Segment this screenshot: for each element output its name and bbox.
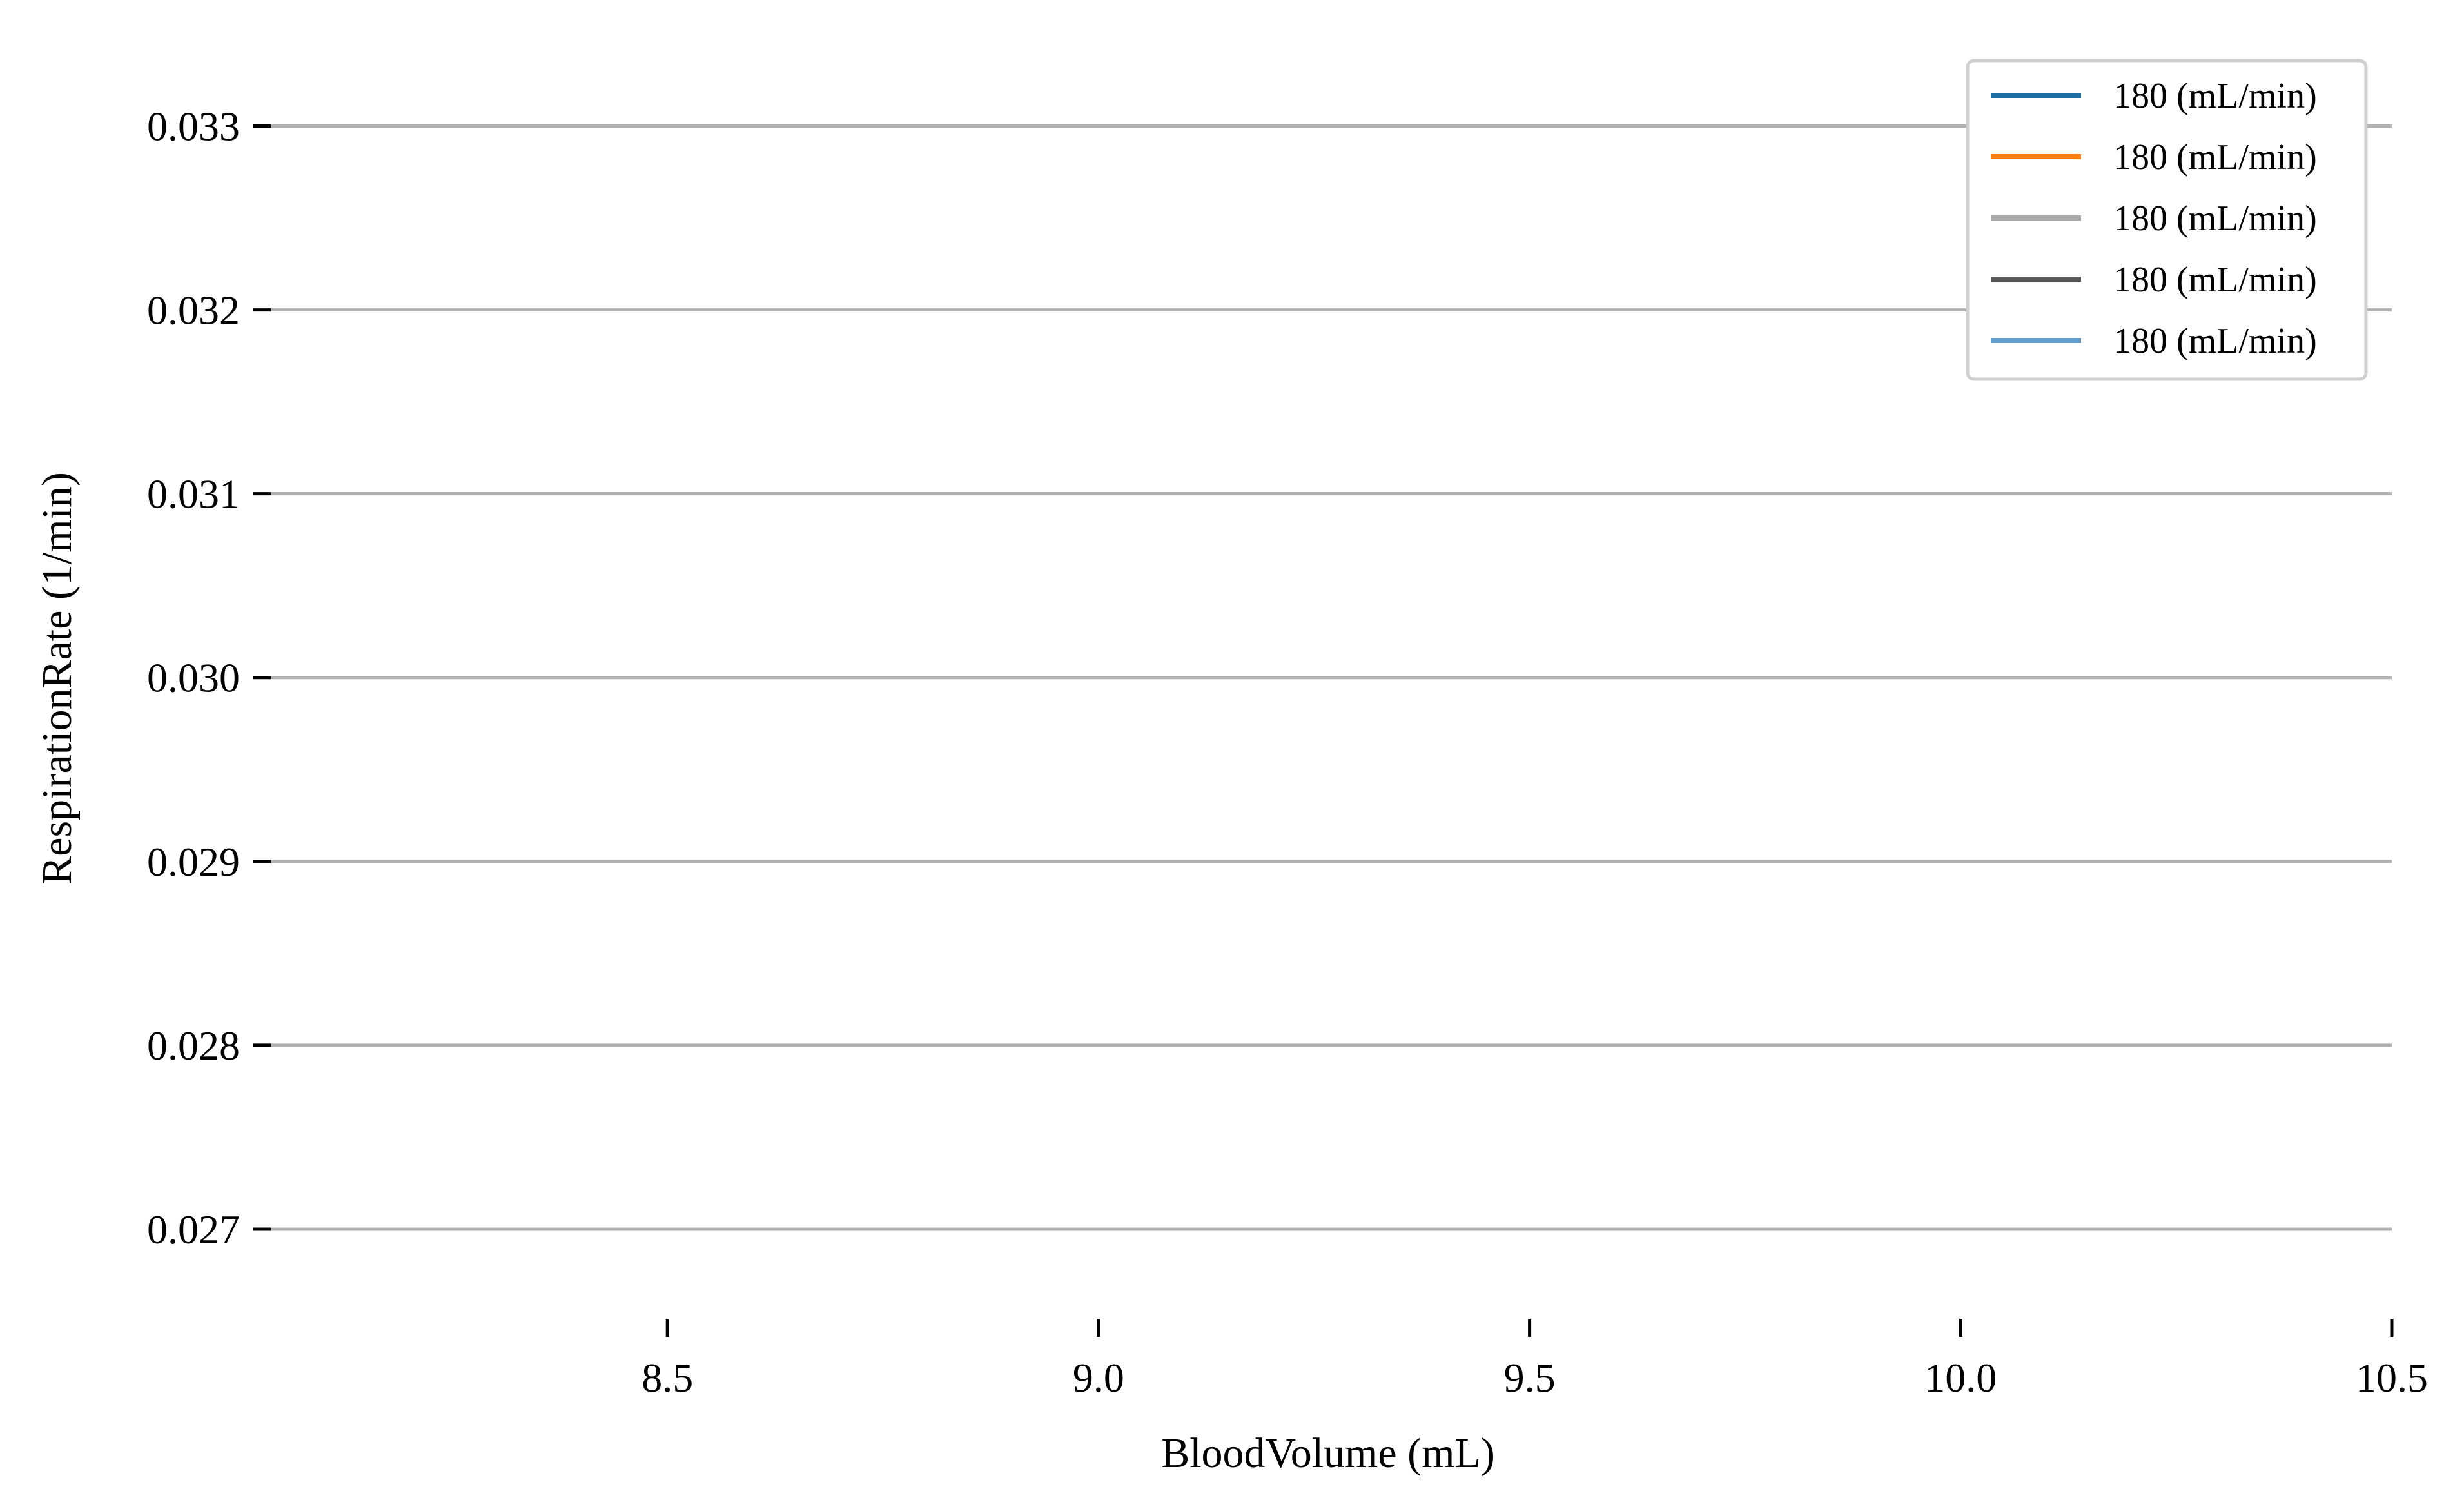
legend: 180 (mL/min) 180 (mL/min) 180 (mL/min) 180 … <box>1966 59 2368 381</box>
legend-label: 180 (mL/min) <box>2113 199 2317 239</box>
legend-frame <box>1966 59 2368 381</box>
legend-label: 180 (mL/min) <box>2113 260 2317 300</box>
legend-label: 180 (mL/min) <box>2113 321 2317 361</box>
x-axis: 8.5 9.0 9.5 10.0 10.5 <box>641 1319 2428 1401</box>
x-tick-label: 9.0 <box>1073 1355 1124 1401</box>
y-tick-label: 0.032 <box>147 288 240 333</box>
gridlines <box>271 124 2392 1231</box>
y-tick-label: 0.030 <box>147 655 240 701</box>
x-tick-label: 9.5 <box>1504 1355 1556 1401</box>
y-axis-label: RespirationRate (1/min) <box>34 472 81 885</box>
y-tick-label: 0.031 <box>147 471 240 517</box>
y-tick-label: 0.033 <box>147 104 240 150</box>
x-tick-label: 10.0 <box>1924 1355 1997 1401</box>
x-tick-label: 10.5 <box>2356 1355 2428 1401</box>
y-axis: 0.027 0.028 0.029 0.030 0.031 0.032 0.033 <box>147 104 271 1252</box>
y-tick-label: 0.028 <box>147 1023 240 1069</box>
y-tick-label: 0.029 <box>147 839 240 885</box>
x-tick-label: 8.5 <box>641 1355 693 1401</box>
y-tick-label: 0.027 <box>147 1207 240 1252</box>
legend-label: 180 (mL/min) <box>2113 137 2317 177</box>
legend-label: 180 (mL/min) <box>2113 76 2317 116</box>
x-axis-label: BloodVolume (mL) <box>1161 1430 1495 1477</box>
